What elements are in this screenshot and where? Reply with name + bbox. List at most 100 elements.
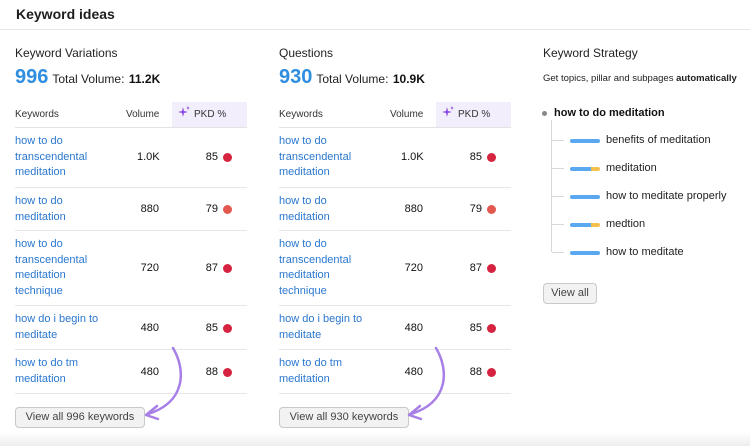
view-all-keywords-button[interactable]: View all 996 keywords <box>15 407 145 428</box>
table-row: how to do transcendental meditation tech… <box>279 231 511 306</box>
volume-value: 480 <box>140 366 159 378</box>
difficulty-dot <box>487 264 496 273</box>
table-row: how to do transcendental meditation tech… <box>15 231 247 306</box>
keyword-link[interactable]: how to do transcendental meditation <box>15 135 88 178</box>
pkd-label: PKD % <box>194 109 227 120</box>
subtopic-link[interactable]: how to meditate <box>606 246 684 258</box>
column-header-volume[interactable]: Volume <box>126 109 160 120</box>
keyword-link[interactable]: how to do transcendental meditation tech… <box>279 238 352 297</box>
table-header: Keywords Volume PKD % <box>15 102 247 128</box>
pkd-value: 79 <box>205 203 218 215</box>
keyword-link[interactable]: how to do meditation <box>15 195 66 223</box>
difficulty-dot <box>223 368 232 377</box>
question-count[interactable]: 930 <box>279 66 313 88</box>
pillar-topic[interactable]: how to do meditation <box>554 107 665 119</box>
subtopic-link[interactable]: benefits of meditation <box>606 134 711 146</box>
tree-connector <box>551 120 552 252</box>
subtopic-link[interactable]: how to meditate properly <box>606 190 727 202</box>
keyword-link[interactable]: how do i begin to meditate <box>15 313 99 341</box>
table-header: Keywords Volume PKD % <box>279 102 511 128</box>
difficulty-dot <box>487 205 496 214</box>
topic-bar <box>570 167 600 171</box>
difficulty-dot <box>223 205 232 214</box>
volume-value: 720 <box>404 262 423 274</box>
tree-branch <box>552 224 564 225</box>
pkd-value: 85 <box>205 322 218 334</box>
volume-value: 480 <box>404 322 423 334</box>
total-volume-value: 11.2K <box>128 72 161 86</box>
pkd-value: 85 <box>469 322 482 334</box>
table-row: how to do tm meditation 480 88 <box>279 350 511 394</box>
section-title: Keyword ideas <box>16 6 115 22</box>
subtopic-link[interactable]: medtion <box>606 218 646 230</box>
difficulty-dot <box>223 264 232 273</box>
keyword-link[interactable]: how do i begin to meditate <box>279 313 363 341</box>
difficulty-dot <box>223 324 232 333</box>
table-row: how do i begin to meditate 480 85 <box>15 306 247 350</box>
header-divider <box>0 29 750 30</box>
pkd-value: 88 <box>469 366 482 378</box>
column-header-pkd[interactable]: PKD % <box>436 102 511 127</box>
volume-value: 880 <box>404 203 423 215</box>
table-row: how do i begin to meditate 480 85 <box>279 306 511 350</box>
keyword-link[interactable]: how to do transcendental meditation <box>279 135 352 178</box>
topic-bar <box>570 195 600 199</box>
view-all-questions-button[interactable]: View all 930 keywords <box>279 407 409 428</box>
column-header-keywords[interactable]: Keywords <box>15 109 59 120</box>
questions-panel: Questions 930 Total Volume: 10.9K Keyword… <box>279 30 511 432</box>
table-row: how to do transcendental meditation 1.0K… <box>15 128 247 188</box>
volume-value: 1.0K <box>401 151 424 163</box>
total-volume-label: Total Volume: <box>52 72 125 86</box>
pkd-value: 88 <box>205 366 218 378</box>
summary: 930 Total Volume: 10.9K <box>279 66 425 89</box>
panel-title: Keyword Variations <box>15 46 118 60</box>
volume-value: 880 <box>140 203 159 215</box>
strategy-subtitle-text: Get topics, pillar and subpages <box>543 73 674 84</box>
subtopic-link[interactable]: meditation <box>606 162 657 174</box>
keyword-variations-panel: Keyword Variations 996 Total Volume: 11.2… <box>15 30 247 432</box>
pkd-label: PKD % <box>458 109 491 120</box>
sparkle-icon <box>442 106 454 117</box>
table-row: how to do tm meditation 480 88 <box>15 350 247 394</box>
column-header-pkd[interactable]: PKD % <box>172 102 247 127</box>
column-header-keywords[interactable]: Keywords <box>279 109 323 120</box>
volume-value: 1.0K <box>137 151 160 163</box>
keywords-table: Keywords Volume PKD % how to do transcen… <box>15 102 247 394</box>
difficulty-dot <box>223 153 232 162</box>
pkd-value: 87 <box>469 262 482 274</box>
column-header-volume[interactable]: Volume <box>390 109 424 120</box>
keyword-link[interactable]: how to do tm meditation <box>279 357 342 385</box>
difficulty-dot <box>487 368 496 377</box>
volume-value: 720 <box>140 262 159 274</box>
tree-branch <box>552 252 564 253</box>
curved-arrow-icon <box>407 346 446 421</box>
volume-value: 480 <box>140 322 159 334</box>
total-volume-value: 10.9K <box>392 72 425 86</box>
curved-arrow-icon <box>144 346 183 421</box>
keyword-link[interactable]: how to do meditation <box>279 195 330 223</box>
keyword-link[interactable]: how to do tm meditation <box>15 357 78 385</box>
difficulty-dot <box>487 153 496 162</box>
panel-title: Questions <box>279 46 334 60</box>
pkd-value: 85 <box>205 151 218 163</box>
volume-value: 480 <box>404 366 423 378</box>
pkd-value: 85 <box>469 151 482 163</box>
total-volume-label: Total Volume: <box>316 72 389 86</box>
table-row: how to do meditation 880 79 <box>15 188 247 231</box>
pkd-value: 87 <box>205 262 218 274</box>
difficulty-dot <box>487 324 496 333</box>
table-row: how to do meditation 880 79 <box>279 188 511 231</box>
tree-root-bullet <box>542 111 547 116</box>
keyword-count[interactable]: 996 <box>15 66 49 88</box>
strategy-subtitle: Get topics, pillar and subpages automati… <box>543 73 737 84</box>
keyword-link[interactable]: how to do transcendental meditation tech… <box>15 238 88 297</box>
pkd-value: 79 <box>469 203 482 215</box>
table-row: how to do transcendental meditation 1.0K… <box>279 128 511 188</box>
bottom-shadow <box>0 432 750 446</box>
tree-branch <box>552 196 564 197</box>
questions-table: Keywords Volume PKD % how to do transcen… <box>279 102 511 394</box>
view-all-strategy-button[interactable]: View all <box>543 283 597 304</box>
tree-branch <box>552 168 564 169</box>
topic-bar <box>570 223 600 227</box>
strategy-title: Keyword Strategy <box>543 46 638 60</box>
